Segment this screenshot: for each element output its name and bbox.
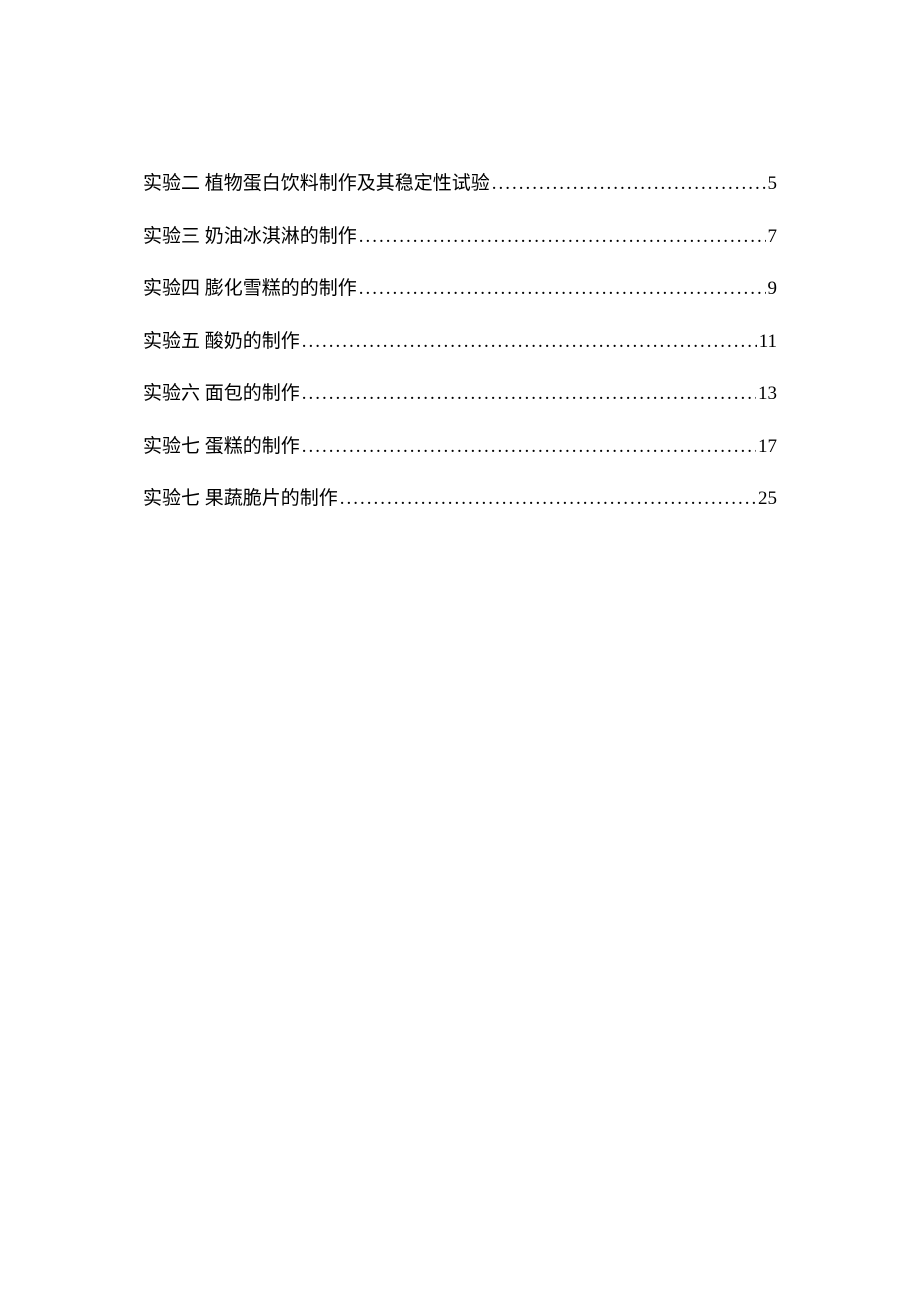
toc-entry-page: 7 — [768, 223, 778, 252]
toc-leader-dots — [302, 433, 756, 462]
toc-entry: 实验七 蛋糕的制作 17 — [143, 433, 777, 462]
toc-leader-dots — [302, 328, 757, 357]
toc-entry-page: 25 — [758, 485, 777, 514]
toc-entry-label: 实验六 面包的制作 — [143, 380, 300, 409]
toc-leader-dots — [359, 223, 766, 252]
document-page: 实验二 植物蛋白饮料制作及其稳定性试验 5 实验三 奶油冰淇淋的制作 7 实验四… — [0, 0, 920, 514]
toc-entry-label: 实验五 酸奶的制作 — [143, 328, 300, 357]
toc-entry: 实验四 膨化雪糕的的制作 9 — [143, 275, 777, 304]
toc-entry-page: 11 — [759, 328, 777, 357]
toc-entry: 实验七 果蔬脆片的制作 25 — [143, 485, 777, 514]
toc-entry-label: 实验七 蛋糕的制作 — [143, 433, 300, 462]
toc-entry: 实验五 酸奶的制作 11 — [143, 328, 777, 357]
toc-entry: 实验二 植物蛋白饮料制作及其稳定性试验 5 — [143, 170, 777, 199]
toc-leader-dots — [492, 170, 766, 199]
toc-entry-label: 实验七 果蔬脆片的制作 — [143, 485, 338, 514]
toc-leader-dots — [359, 275, 766, 304]
toc-entry-page: 17 — [758, 433, 777, 462]
toc-entry-label: 实验三 奶油冰淇淋的制作 — [143, 223, 357, 252]
toc-leader-dots — [340, 485, 756, 514]
toc-entry-page: 13 — [758, 380, 777, 409]
toc-entry: 实验六 面包的制作 13 — [143, 380, 777, 409]
toc-entry-page: 9 — [768, 275, 778, 304]
toc-leader-dots — [302, 380, 756, 409]
toc-entry-page: 5 — [768, 170, 778, 199]
toc-entry-label: 实验四 膨化雪糕的的制作 — [143, 275, 357, 304]
toc-entry: 实验三 奶油冰淇淋的制作 7 — [143, 223, 777, 252]
toc-entry-label: 实验二 植物蛋白饮料制作及其稳定性试验 — [143, 170, 490, 199]
